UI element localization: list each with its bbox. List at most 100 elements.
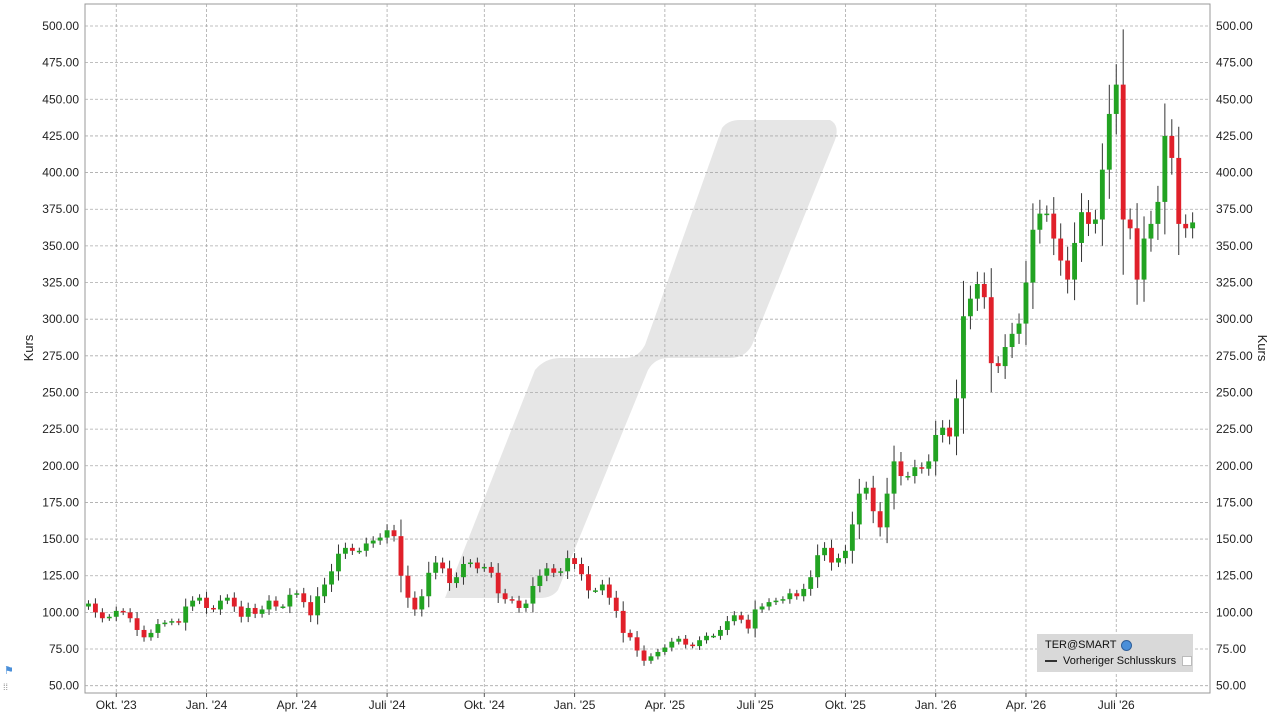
candle-body: [259, 609, 265, 614]
candle-body: [127, 612, 133, 619]
candle-body: [461, 563, 466, 578]
candle-body: [391, 530, 397, 537]
candle-body: [211, 607, 216, 610]
candle-body: [599, 584, 605, 591]
candle-body: [377, 537, 383, 541]
candle-body: [495, 572, 501, 594]
x-tick-label: Jan. '26: [915, 698, 957, 712]
candle-body: [662, 647, 668, 652]
candle-body: [863, 487, 869, 494]
candle-body: [433, 562, 439, 573]
candle-body: [370, 540, 376, 544]
y-tick-label-right: 425.00: [1216, 129, 1253, 143]
dashed-line-icon: [1045, 660, 1057, 662]
candle-body: [634, 637, 640, 651]
candle-body: [363, 543, 369, 551]
candle-body: [1092, 219, 1098, 224]
candle-body: [641, 650, 647, 661]
candle-body: [620, 610, 626, 633]
candle-body: [752, 609, 758, 629]
candle-body: [1072, 242, 1078, 280]
candle-body: [794, 593, 800, 597]
grip-icon[interactable]: ⁞⁞: [3, 682, 9, 692]
y-tick-label-right: 175.00: [1216, 495, 1253, 509]
x-tick-label: Juli '25: [737, 698, 774, 712]
candle-body: [106, 616, 112, 619]
candle-body: [384, 530, 390, 538]
candle-body: [801, 588, 807, 597]
candle-body: [169, 621, 175, 623]
y-tick-label-left: 475.00: [42, 56, 79, 70]
candle-body: [891, 461, 897, 494]
candle-body: [822, 547, 828, 556]
candle-body: [926, 461, 932, 469]
candle-body: [308, 602, 314, 616]
candle-body: [1016, 323, 1022, 334]
candle-body: [488, 566, 494, 573]
candle-body: [412, 597, 418, 610]
candle-body: [704, 635, 709, 641]
candle-body: [766, 602, 772, 607]
candle-body: [724, 621, 730, 630]
candle-body: [586, 574, 591, 591]
y-tick-label-left: 175.00: [42, 495, 79, 509]
candle-body: [245, 607, 251, 617]
candle-body: [912, 467, 918, 477]
candle-body: [829, 547, 834, 563]
candle-body: [224, 597, 230, 601]
candle-body: [1190, 222, 1196, 229]
chart-settings-icon[interactable]: ⚑: [4, 665, 14, 677]
candle-body: [627, 632, 633, 638]
y-tick-label-left: 450.00: [42, 92, 79, 106]
candle-body: [120, 610, 126, 613]
candle-body: [780, 599, 786, 601]
globe-icon[interactable]: [1121, 639, 1133, 651]
candle-body: [947, 427, 953, 437]
candle-body: [773, 600, 779, 603]
y-tick-label-right: 475.00: [1216, 56, 1253, 70]
candle-body: [808, 577, 814, 589]
candle-body: [870, 487, 876, 512]
candle-body: [933, 434, 939, 462]
candle-body: [176, 621, 182, 623]
x-tick-label: Okt. '25: [825, 698, 866, 712]
y-tick-label-left: 300.00: [42, 312, 79, 326]
candle-body: [349, 547, 355, 551]
candle-body: [592, 590, 598, 592]
candle-body: [294, 593, 300, 595]
y-tick-label-left: 150.00: [42, 532, 79, 546]
candle-body: [1079, 212, 1084, 243]
x-tick-label: Apr. '24: [277, 698, 318, 712]
legend: TER@SMART Vorheriger Schlusskurs: [1037, 634, 1193, 672]
candle-body: [155, 624, 161, 633]
candle-body: [204, 597, 209, 608]
candle-body: [113, 610, 119, 617]
y-tick-label-right: 150.00: [1216, 532, 1253, 546]
candle-body: [1023, 282, 1029, 324]
candle-body: [981, 283, 987, 298]
candle-body: [1099, 169, 1105, 220]
candle-body: [856, 493, 862, 525]
x-tick-label: Okt. '23: [96, 698, 137, 712]
candle-body: [238, 606, 244, 617]
candle-body: [731, 615, 737, 622]
candle-body: [759, 606, 765, 610]
previous-close-checkbox[interactable]: [1182, 656, 1193, 666]
candle-body: [697, 640, 703, 647]
candle-body: [467, 562, 473, 565]
candle-body: [1009, 333, 1015, 348]
candle-body: [474, 562, 480, 569]
candle-body: [690, 644, 696, 647]
candle-body: [551, 568, 557, 573]
candle-body: [1106, 113, 1112, 170]
y-tick-label-left: 400.00: [42, 166, 79, 180]
candle-body: [266, 600, 272, 610]
candle-body: [849, 524, 855, 551]
candle-body: [481, 566, 487, 569]
x-tick-label: Apr. '26: [1006, 698, 1047, 712]
candle-body: [1051, 213, 1057, 239]
candle-body: [1127, 219, 1133, 229]
candle-body: [530, 585, 536, 604]
candle-body: [1044, 213, 1050, 216]
